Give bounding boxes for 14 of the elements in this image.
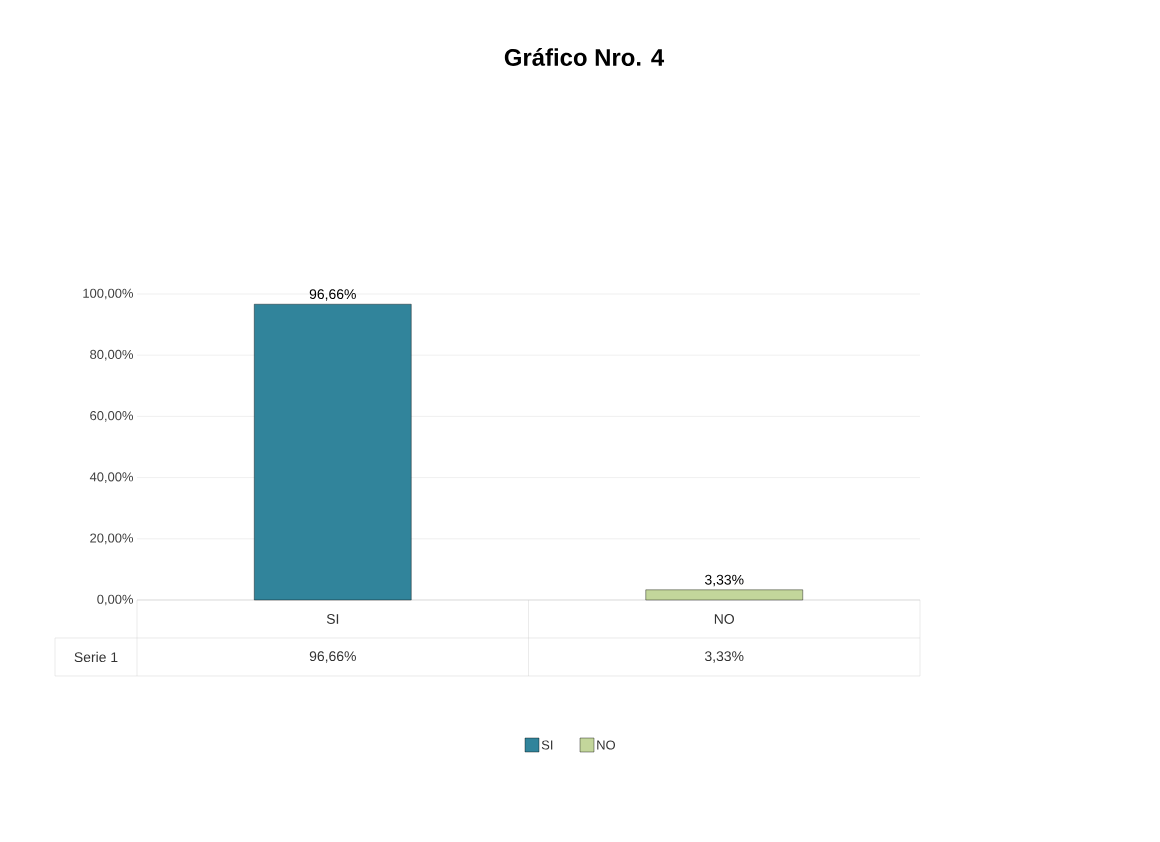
y-tick-label: 20,00%: [90, 533, 134, 545]
data-label: 3,33%: [704, 651, 744, 663]
y-tick-label: 0,00%: [97, 594, 134, 606]
text: 96,66%: [309, 289, 356, 301]
category-label: SI: [541, 740, 553, 750]
y-tick-label: 40,00%: [89, 472, 134, 483]
y-tick-label: 60,00%: [90, 411, 134, 422]
chart-title: Gráfico Nro. 4: [504, 48, 665, 66]
y-tick-label: 100,00%: [83, 288, 134, 300]
text: 3,33%: [705, 574, 744, 587]
y-tick-label: 80,00%: [90, 349, 134, 361]
category-label: NO: [597, 740, 616, 750]
data-label: 96,66%: [309, 651, 356, 663]
text: Serie 1: [74, 651, 118, 663]
